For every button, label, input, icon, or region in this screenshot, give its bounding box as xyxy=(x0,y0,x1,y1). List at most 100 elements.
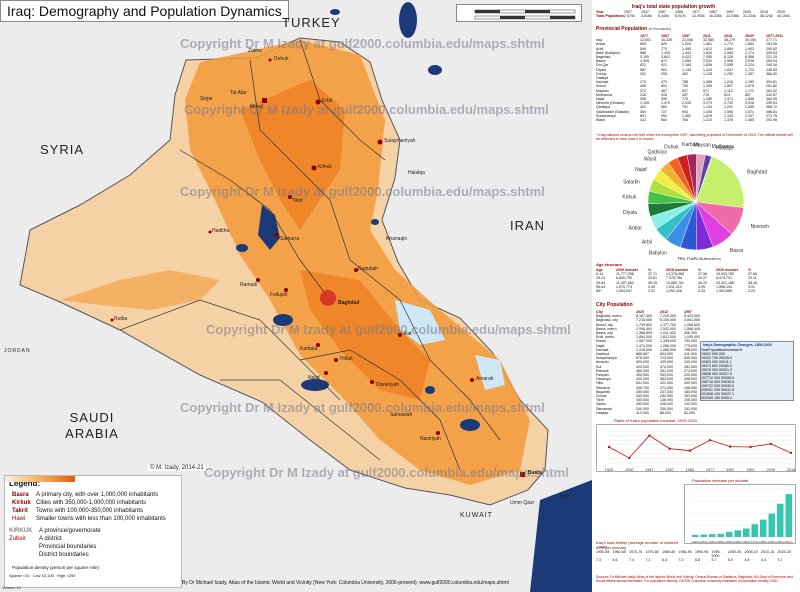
table-cell: 31.3 xyxy=(725,368,732,372)
province-row: Baghdad 3,190 3,841 5,423 7,055 8,126 8,556 221… xyxy=(596,55,790,59)
table-cell: % xyxy=(748,268,752,272)
table-cell: 2020 xyxy=(701,396,709,400)
legend: Legend: Basra A primary city, with over … xyxy=(4,475,182,588)
decade-bar xyxy=(743,528,750,537)
table-cell: 1,285 xyxy=(703,97,712,102)
city-row: Sulaymaniya 878,000 723,000 545,000 xyxy=(596,356,708,360)
table-cell: 1,134 xyxy=(703,105,712,110)
table-cell: 1957 xyxy=(701,368,709,372)
table-cell: 142,000 xyxy=(684,402,697,407)
table-cell: 152,000 xyxy=(684,406,697,411)
pie-label: Maysan xyxy=(694,142,712,148)
city-row: Basra, city 1,388,800 1,011,000 406,300 xyxy=(596,331,708,335)
table-cell: 564 xyxy=(661,118,667,123)
table-cell: 3,729 xyxy=(724,101,733,106)
lake-tharthar xyxy=(258,205,280,250)
province-row: Karbala 270 470 788 1,066 1,218 1,283 394.81 xyxy=(596,80,790,84)
table-cell: Basra, city xyxy=(596,331,613,336)
table-cell: 8,187,000 xyxy=(636,314,652,319)
city-row: Najaf 1,471,000 1,285,000 775,000 xyxy=(596,344,708,348)
table-cell: Baghdad, city xyxy=(596,318,618,323)
map-area: Iraq: Demography and Population Dynamics… xyxy=(0,0,592,592)
decade-bar xyxy=(734,530,741,537)
table-cell: 4 800 000 xyxy=(709,364,725,368)
province-row: Iraq 12,001 16,335 22,046 32,585 38,279 40,150… xyxy=(596,38,790,42)
sources-note: Sources: Dr Michael Izady, Atlas of the … xyxy=(596,575,793,583)
decade-x-tick: 2000s xyxy=(776,540,785,544)
table-cell: 727 xyxy=(661,109,667,114)
pie-label: Sulaimaniya xyxy=(694,257,721,260)
growth-years-label: Year xyxy=(596,10,604,14)
province-row: Halabja - - - - - - - xyxy=(596,76,790,80)
table-cell: 872 xyxy=(661,59,667,64)
watermark-4: Copyright Dr M Izady at gulf2000.columbi… xyxy=(206,322,571,337)
table-cell: 20.61 xyxy=(648,276,657,281)
table-cell: Karbala xyxy=(596,347,609,352)
table-cell: 62,000 xyxy=(684,410,695,415)
table-cell: Anbar xyxy=(596,42,606,47)
table-cell: 820 xyxy=(661,42,667,47)
table-cell: 1,548 xyxy=(745,97,754,102)
table-cell: 3,190 xyxy=(640,55,649,60)
city-row: Kirkuk 1,597,000 1,395,000 753,000 xyxy=(596,339,708,343)
pie-label: Karbala xyxy=(682,142,699,148)
watermark-2: Copyright Dr M Izady at gulf2000.columbi… xyxy=(184,102,549,117)
city-fao: Fao xyxy=(560,494,569,500)
province-row-header: 1977 1987 1997 2011 2018 2020* 1977-2011 xyxy=(596,34,790,38)
watermark-5: Copyright Dr M Izady at gulf2000.columbi… xyxy=(180,400,545,415)
table-cell: 788 xyxy=(682,80,688,85)
table-cell: 37.71 xyxy=(648,272,657,277)
table-cell: 3.45 xyxy=(648,284,655,289)
table-cell: 11.1 xyxy=(725,360,732,364)
table-cell: 784 xyxy=(682,118,688,123)
table-cell: Halabja xyxy=(596,76,609,81)
table-cell: 6 300 000 xyxy=(709,368,725,372)
decade-x-tick: 1960s xyxy=(742,540,751,544)
city-samawah: Samawah xyxy=(390,412,413,418)
changes-title: Iraq's Demographic Changes, 1900-2020 xyxy=(703,343,772,347)
changes-row-header: YearPopulationIncrease% xyxy=(701,348,793,352)
city-table: City 2020 2012 1997 Baghdad, metro 8,187,000 7… xyxy=(596,310,708,415)
city-najaf: Najaf xyxy=(308,375,320,381)
growth-total-label: Total Population xyxy=(596,14,624,19)
density-tick-high: High >250 xyxy=(57,572,76,578)
table-cell: 2,043 xyxy=(682,101,691,106)
changes-body: YearPopulationIncrease% 19002 000 000 1920… xyxy=(701,348,793,400)
table-cell: 1970-75 xyxy=(629,550,643,554)
table-cell: 1,556,445 xyxy=(684,326,700,331)
province-row: Diyala 587 961 1,135 1,443 1,637 1,722 245.83 xyxy=(596,68,790,72)
table-cell: 439,000 xyxy=(660,360,673,365)
legend-row-primary: Basra A primary city, with over 1,000,00… xyxy=(5,476,177,499)
pie-label: Kirkuk xyxy=(622,194,636,200)
table-cell: Dohuk xyxy=(596,71,607,76)
table-cell: 2005-10 xyxy=(744,550,758,554)
table-cell: 420,000 xyxy=(636,364,649,369)
pie-label: Dohuk xyxy=(664,144,679,150)
table-cell: 406,300 xyxy=(684,331,697,336)
table-cell: 3,918 xyxy=(745,101,754,106)
province-row: Maysan 372 487 637 971 1,112 1,172 261.02 xyxy=(596,89,790,93)
rate-point xyxy=(789,451,793,455)
table-cell: 1,854 xyxy=(724,46,733,51)
growth-year: 1965 xyxy=(675,10,683,14)
growth-value: 22,046k xyxy=(726,14,739,19)
growth-value: 31,234k xyxy=(743,14,756,19)
table-cell: 495 xyxy=(640,84,646,89)
table-cell: 2 700 000 xyxy=(709,356,725,360)
table-cell: 36.22 xyxy=(698,280,707,285)
table-cell: Wasit xyxy=(596,118,605,123)
age-row: 65+ 1,054,937 3.37 1,092,426 3.33 1,300,669 3.… xyxy=(596,289,766,293)
table-cell: Halabja xyxy=(596,410,609,415)
city-erbil: Erbil xyxy=(322,98,333,104)
table-cell: 1,388,800 xyxy=(636,331,652,336)
city-title: City Population xyxy=(596,302,633,308)
table-cell: 2,224 xyxy=(745,63,754,68)
city-dohuk: Dohuk xyxy=(274,56,289,62)
table-cell: 1,443 xyxy=(703,67,712,72)
table-cell: 6,660,730 xyxy=(616,276,632,281)
table-cell: 270 xyxy=(640,80,646,85)
table-cell: 961 xyxy=(661,67,667,72)
table-cell: 1950-55 xyxy=(596,550,610,554)
table-cell: 1977 xyxy=(640,34,648,38)
changes-row: 19474 800 00060.0 xyxy=(701,364,793,368)
